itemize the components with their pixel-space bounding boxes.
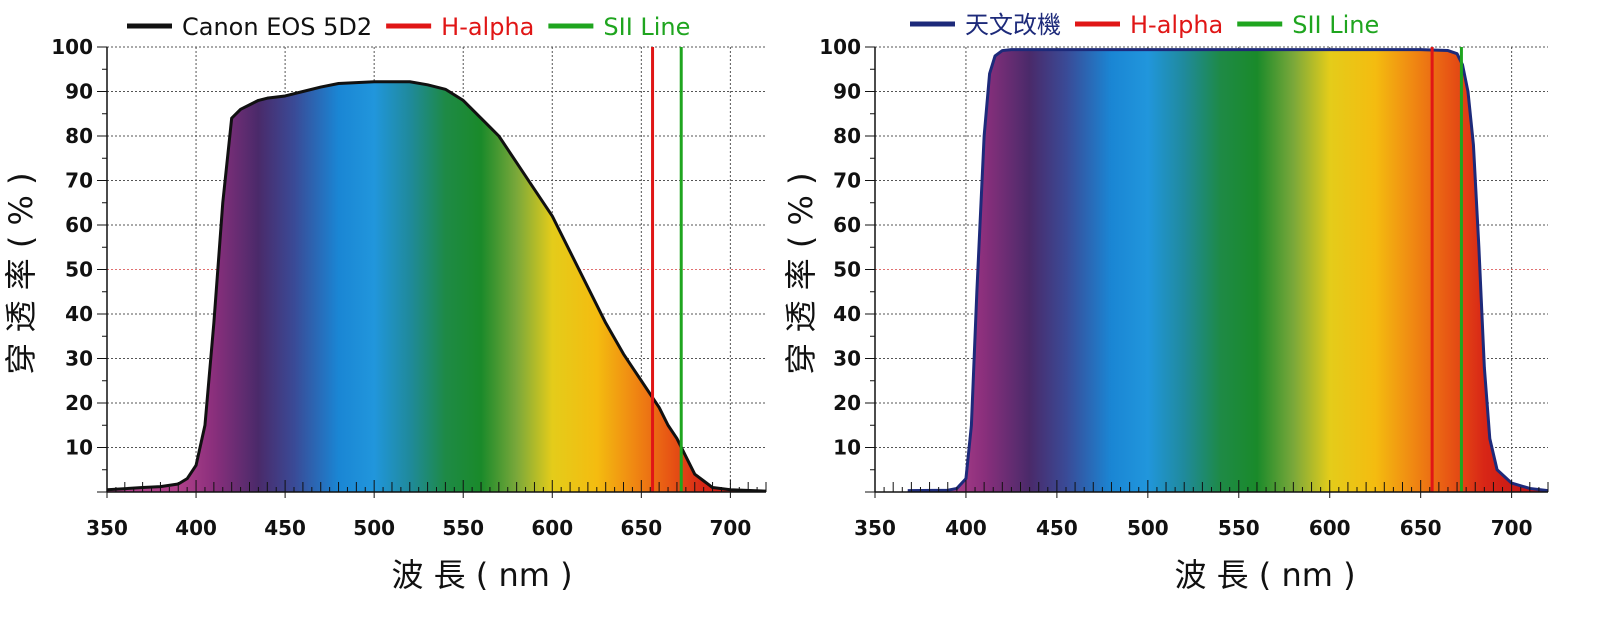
y-tick-label: 80 (65, 124, 93, 148)
legend-series-label: 天文改機 (965, 11, 1061, 39)
y-axis-title: 穿 透 率 ( % ) (2, 172, 40, 374)
legend: 天文改機 H-alpha SII Line (910, 11, 1379, 39)
y-tick-label: 100 (51, 35, 93, 59)
x-tick-label: 600 (1309, 516, 1351, 540)
x-axis-title: 波 長 ( nm ) (1174, 556, 1355, 594)
y-tick-label: 70 (65, 169, 93, 193)
y-tick-label: 80 (833, 124, 861, 148)
x-tick-label: 650 (1400, 516, 1442, 540)
y-tick-label: 30 (833, 347, 861, 371)
legend-series: 天文改機 (910, 11, 1061, 39)
legend-h-alpha: H-alpha (386, 13, 534, 41)
y-tick-label: 40 (65, 302, 93, 326)
legend-series-label: Canon EOS 5D2 (182, 13, 372, 41)
x-tick-label: 500 (1127, 516, 1169, 540)
y-tick-label: 60 (65, 213, 93, 237)
legend-h-alpha-label: H-alpha (441, 13, 534, 41)
x-tick-label: 600 (531, 516, 573, 540)
y-tick-label: 50 (833, 258, 861, 282)
y-tick-label: 10 (833, 436, 861, 460)
x-tick-label: 550 (1218, 516, 1260, 540)
transmission-area (107, 81, 766, 492)
y-tick-label: 20 (65, 391, 93, 415)
y-tick-label: 30 (65, 347, 93, 371)
legend-sii-label: SII Line (1292, 11, 1379, 39)
legend-sii: SII Line (1237, 11, 1379, 39)
x-tick-label: 400 (175, 516, 217, 540)
chart-1: 10 20 30 40 50 60 70 80 90 100 350 400 450 500 550 600 6… (2, 13, 767, 594)
x-tick-label: 500 (353, 516, 395, 540)
x-tick-label: 350 (86, 516, 128, 540)
transmission-curve (107, 80, 766, 492)
y-tick-label: 40 (833, 302, 861, 326)
x-tick-label: 650 (620, 516, 662, 540)
transmission-area (907, 49, 1548, 492)
legend: Canon EOS 5D2 H-alpha SII Line (127, 13, 690, 41)
y-tick-label: 60 (833, 213, 861, 237)
x-tick-label: 350 (854, 516, 896, 540)
x-tick-label: 700 (1491, 516, 1533, 540)
y-tick-label: 20 (833, 391, 861, 415)
legend-sii-label: SII Line (603, 13, 690, 41)
y-axis-title: 穿 透 率 ( % ) (782, 172, 820, 374)
legend-series: Canon EOS 5D2 (127, 13, 372, 41)
y-tick-label: 100 (819, 35, 861, 59)
x-tick-label: 550 (442, 516, 484, 540)
x-tick-label: 700 (710, 516, 752, 540)
x-axis-title: 波 長 ( nm ) (391, 556, 572, 594)
chart-2: 10 20 30 40 50 60 70 80 90 100 350 400 450 500 550 600 6… (782, 11, 1549, 594)
y-tick-label: 50 (65, 258, 93, 282)
legend-sii: SII Line (548, 13, 690, 41)
transmission-curve (907, 48, 1548, 492)
legend-h-alpha: H-alpha (1075, 11, 1223, 39)
y-tick-label: 70 (833, 169, 861, 193)
x-tick-label: 450 (264, 516, 306, 540)
y-tick-label: 90 (65, 80, 93, 104)
y-tick-label: 10 (65, 436, 93, 460)
x-tick-label: 450 (1036, 516, 1078, 540)
x-tick-label: 400 (945, 516, 987, 540)
legend-h-alpha-label: H-alpha (1130, 11, 1223, 39)
y-tick-label: 90 (833, 80, 861, 104)
